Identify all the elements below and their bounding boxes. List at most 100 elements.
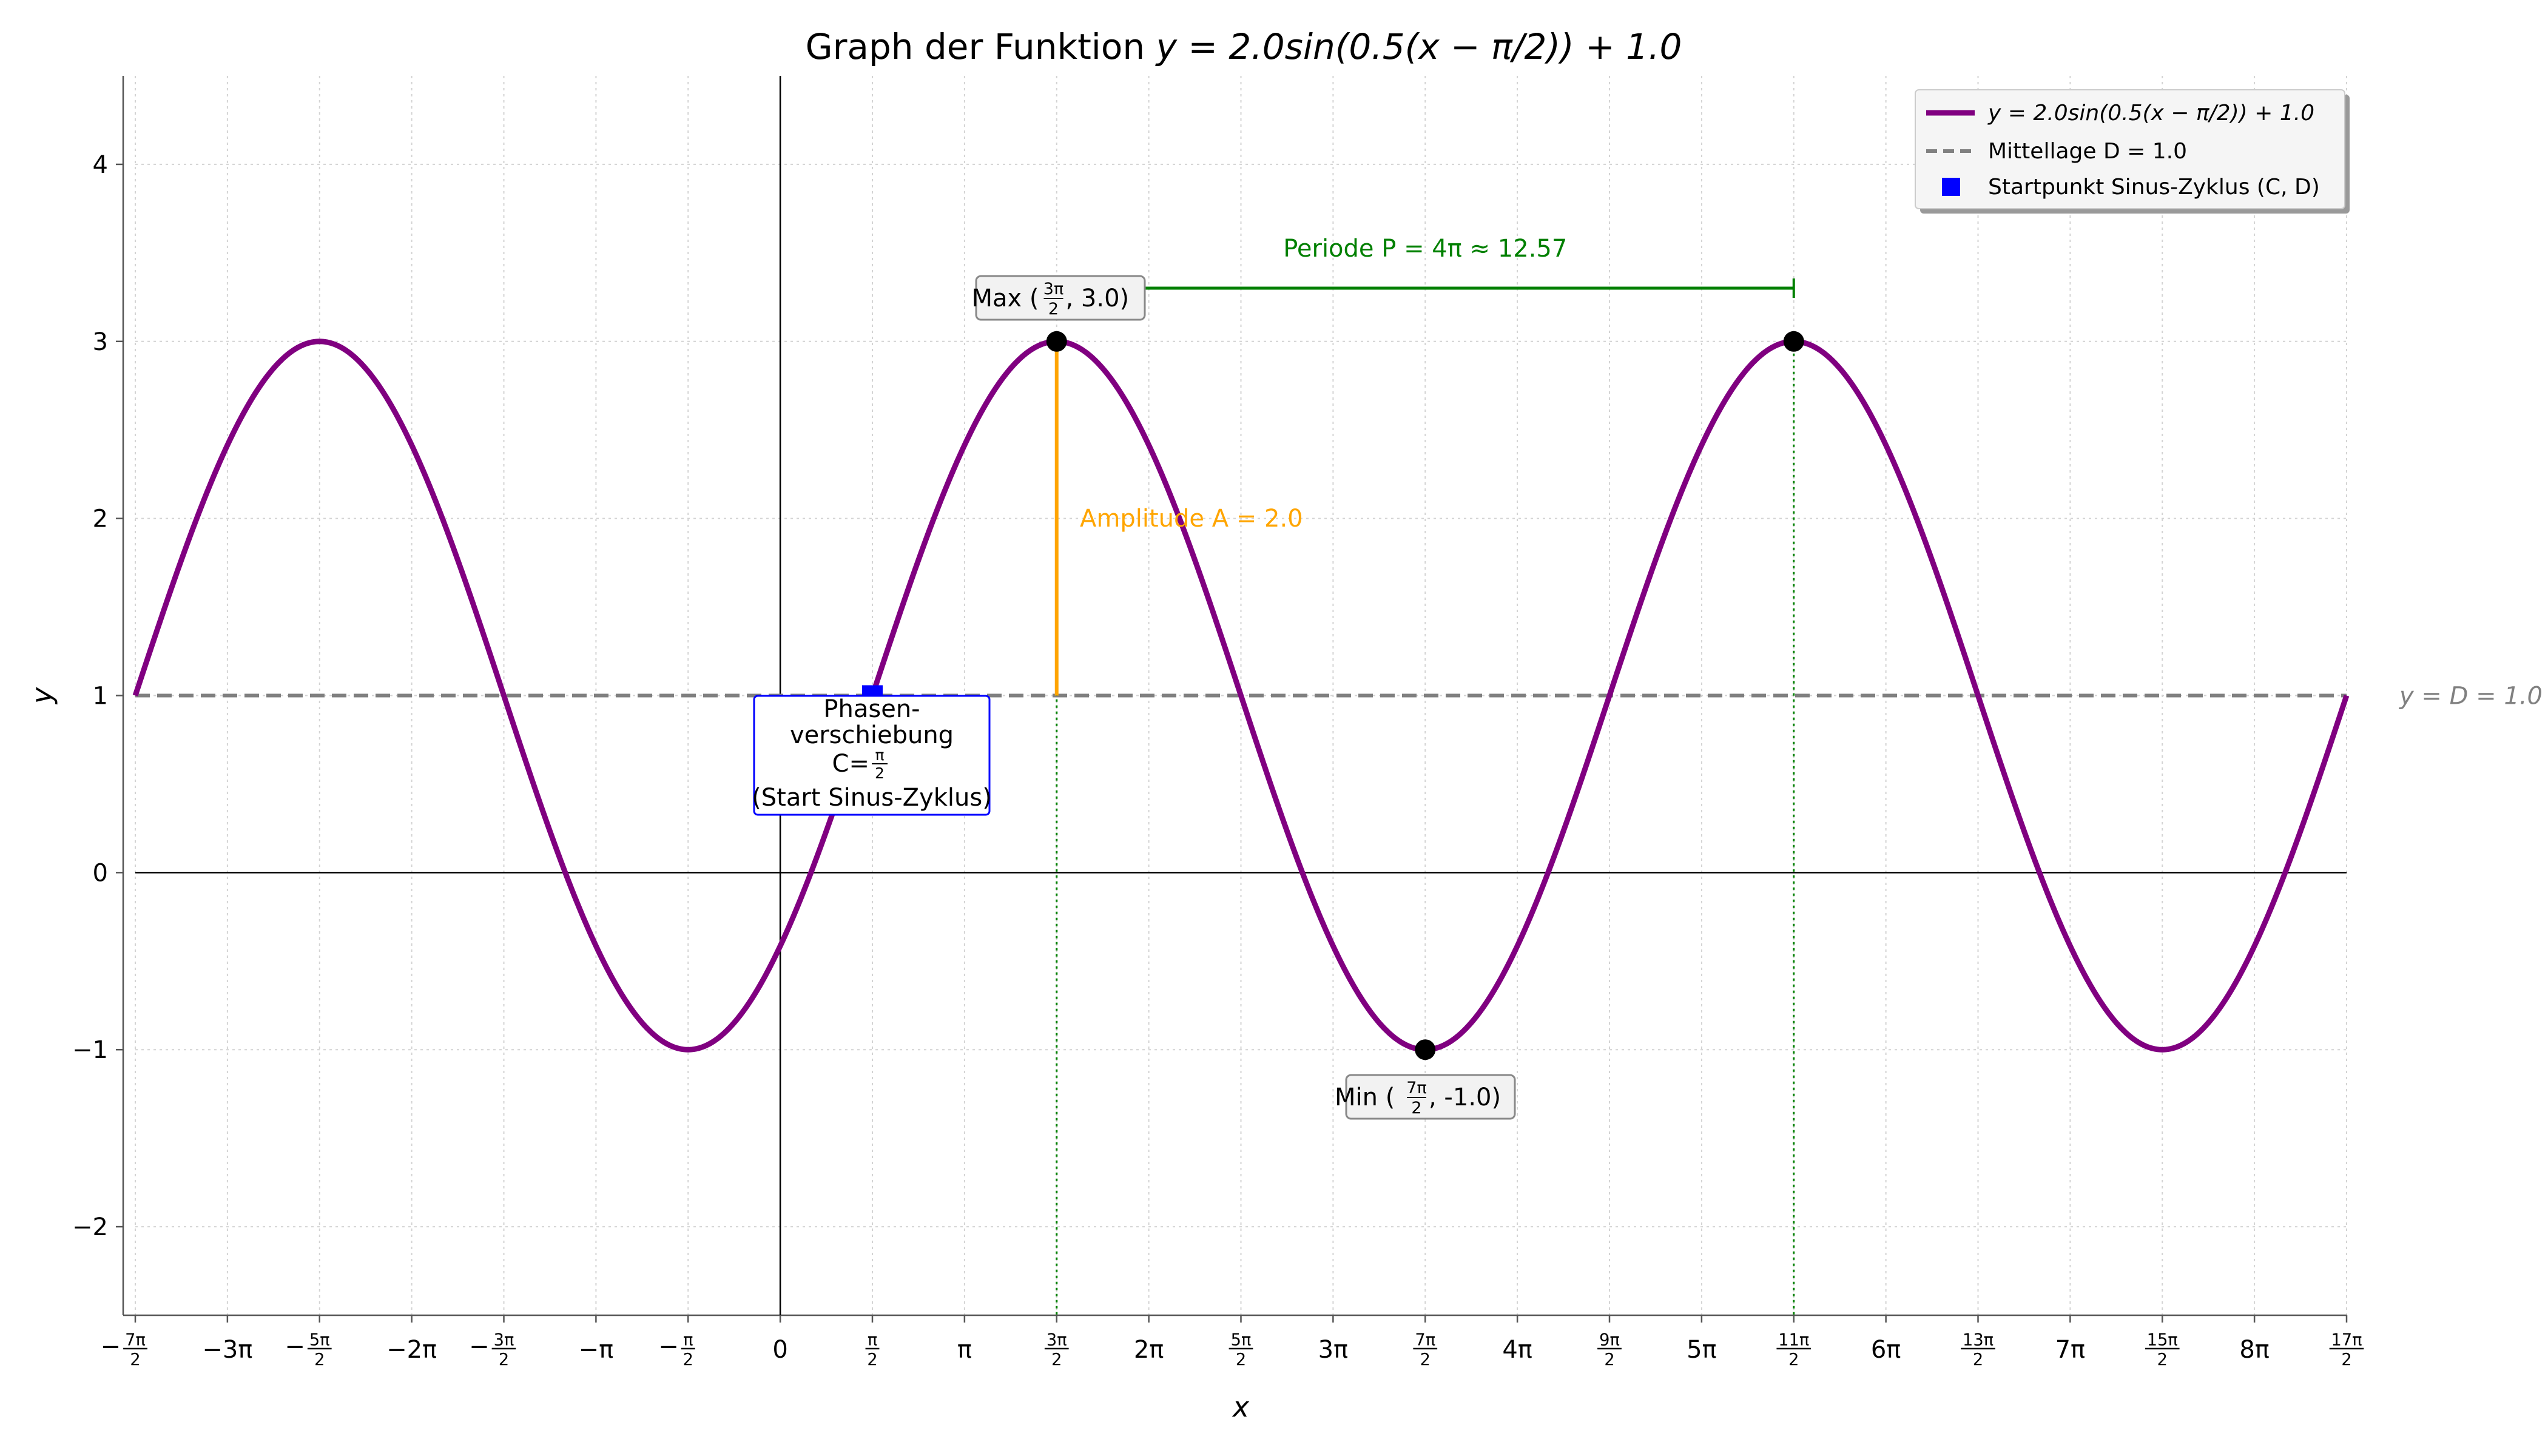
max-label-frac-num: 3π (1043, 280, 1063, 298)
x-tick-label-24-den: 2 (2341, 1350, 2351, 1369)
x-tick-label-8-num: π (868, 1331, 877, 1350)
period-label: Periode P = 4π ≈ 12.57 (1283, 235, 1567, 263)
legend: y = 2.0sin(0.5(x − π/2)) + 1.0 Mittellage… (1915, 89, 2350, 214)
x-tick-label-19-text: 6π (1871, 1336, 1901, 1364)
max-label-frac-den: 2 (1048, 300, 1059, 318)
max-label: Max (3π 2 , 3.0) (972, 275, 1146, 321)
chart-title: Graph der Funktion y = 2.0sin(0.5(x − π/… (806, 26, 1682, 67)
legend-label-start: Startpunkt Sinus-Zyklus (C, D) (1988, 175, 2320, 200)
x-tick-label-12-den: 2 (1236, 1350, 1246, 1369)
amplitude-label: Amplitude A = 2.0 (1080, 505, 1303, 533)
x-tick-label-10: 3π2 (1044, 1331, 1069, 1369)
y-tick-label-0: −2 (72, 1213, 108, 1241)
x-tick-label-3: −2π (386, 1336, 437, 1364)
x-tick-label-2-sign: − (285, 1333, 305, 1361)
min-label-box (1345, 1074, 1516, 1120)
x-tick-label-4-num: 3π (494, 1331, 514, 1350)
x-tick-label-16-num: 9π (1599, 1331, 1620, 1350)
chart-title-prefix: Graph der Funktion (806, 26, 1156, 67)
y-tick-label-5: 3 (93, 328, 108, 356)
min-label-frac-num: 7π (1406, 1079, 1426, 1097)
chart-marks (132, 278, 2350, 1315)
chart-labels: Graph der Funktion y = 2.0sin(0.5(x − π/… (752, 26, 2543, 1120)
x-tick-label-6: − π2 (658, 1331, 695, 1369)
x-tick-label-24-num: 17π (2331, 1331, 2362, 1350)
min-label-suffix: , -1.0) (1429, 1084, 1501, 1111)
legend-box (1915, 89, 2345, 209)
max1-point (1046, 331, 1067, 352)
x-tick-label-5-text: −π (579, 1336, 614, 1364)
sine-curve (132, 339, 2350, 1053)
x-tick-label-23: 8π (2239, 1336, 2270, 1364)
phase-frac-num: π (875, 746, 884, 764)
x-tick-label-16: 9π2 (1597, 1331, 1622, 1369)
x-tick-label-13: 3π (1318, 1336, 1349, 1364)
x-tick-label-8: π2 (865, 1331, 880, 1369)
x-tick-label-6-num: π (683, 1331, 693, 1350)
x-tick-label-15-text: 4π (1502, 1336, 1532, 1364)
x-tick-label-2: −5π2 (285, 1331, 332, 1369)
x-tick-label-5: −π (579, 1336, 614, 1364)
x-tick-label-13-text: 3π (1318, 1336, 1349, 1364)
y-tick-label-6: 4 (93, 151, 108, 179)
x-tick-label-14-num: 7π (1415, 1331, 1435, 1350)
x-tick-label-0-num: 7π (125, 1331, 146, 1350)
x-tick-label-2-den: 2 (314, 1350, 325, 1369)
x-tick-label-3-text: −2π (386, 1336, 437, 1364)
x-tick-label-9-text: π (957, 1336, 972, 1364)
min-label: Min (7π 2 , -1.0) (1335, 1074, 1516, 1120)
chart-title-formula: y = 2.0sin(0.5(x − π/2)) + 1.0 (1155, 26, 1682, 67)
min-label-frac-den: 2 (1411, 1099, 1421, 1117)
x-tick-label-0: −7π2 (101, 1331, 147, 1369)
x-tick-label-20-den: 2 (1973, 1350, 1983, 1369)
axes: −7π2 −3π −5π2 −2π −3π2 −π − π2 0 π2 π 3π2 2π 5π2 3π 7π2… (25, 76, 2364, 1423)
x-tick-label-12-num: 5π (1231, 1331, 1252, 1350)
x-axis-label: x (1232, 1390, 1250, 1423)
x-tick-label-6-den: 2 (683, 1350, 693, 1369)
x-tick-label-17-text: 5π (1687, 1336, 1717, 1364)
y-axis-label: y (25, 687, 58, 705)
x-tick-label-19: 6π (1871, 1336, 1901, 1364)
x-tick-label-14-den: 2 (1420, 1350, 1431, 1369)
phase-line-1: Phasen- (823, 695, 920, 723)
x-tick-label-21-text: 7π (2055, 1336, 2086, 1364)
x-tick-label-4: −3π2 (469, 1331, 516, 1369)
x-tick-label-15: 4π (1502, 1336, 1532, 1364)
legend-label-midline: Mittellage D = 1.0 (1988, 139, 2187, 164)
x-tick-label-22-num: 15π (2147, 1331, 2178, 1350)
y-tick-label-3: 1 (93, 682, 108, 710)
midline-label: y = D = 1.0 (2399, 682, 2543, 710)
x-tick-label-11-text: 2π (1134, 1336, 1164, 1364)
x-tick-label-4-sign: − (469, 1333, 490, 1361)
x-tick-label-7: 0 (772, 1336, 787, 1364)
x-tick-label-20-num: 13π (1963, 1331, 1994, 1350)
max-label-suffix: , 3.0) (1066, 285, 1130, 312)
x-tick-label-14: 7π2 (1413, 1331, 1438, 1369)
legend-label-curve: y = 2.0sin(0.5(x − π/2)) + 1.0 (1987, 101, 2314, 126)
phase-line-4: (Start Sinus-Zyklus) (752, 784, 992, 812)
x-tick-label-6-sign: − (658, 1333, 679, 1361)
x-tick-label-7-text: 0 (772, 1336, 787, 1364)
x-tick-label-9: π (957, 1336, 972, 1364)
x-tick-label-1-text: −3π (202, 1336, 252, 1364)
x-tick-label-11: 2π (1134, 1336, 1164, 1364)
max2-point (1783, 331, 1804, 352)
phase-shift-box (753, 695, 991, 816)
max-label-prefix: Max ( (972, 285, 1039, 312)
x-tick-label-8-den: 2 (867, 1350, 877, 1369)
x-tick-label-0-den: 2 (130, 1350, 140, 1369)
y-tick-label-4: 2 (93, 505, 108, 533)
x-tick-label-18-den: 2 (1788, 1350, 1799, 1369)
x-tick-label-12: 5π2 (1228, 1331, 1253, 1369)
x-tick-label-10-den: 2 (1051, 1350, 1062, 1369)
phase-line-2: verschiebung (790, 721, 954, 749)
x-tick-label-21: 7π (2055, 1336, 2086, 1364)
x-tick-label-16-den: 2 (1604, 1350, 1614, 1369)
phase-line-3-prefix: C= (832, 750, 869, 778)
